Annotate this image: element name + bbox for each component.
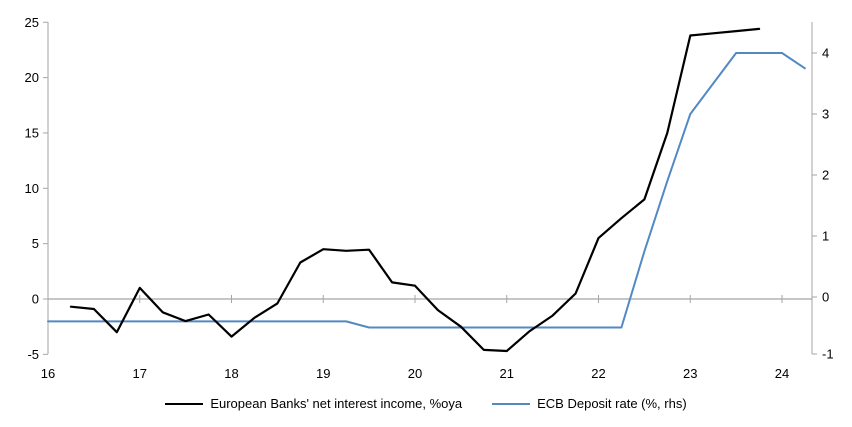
- right-axis-tick-label: 4: [822, 46, 829, 61]
- left-axis-tick-label: 5: [32, 236, 39, 251]
- chart-legend: European Banks' net interest income, %oy…: [0, 396, 852, 411]
- right-axis-tick-label: 2: [822, 168, 829, 183]
- right-axis-tick-label: 0: [822, 290, 829, 305]
- series-line-ecb-deposit-rate: [47, 52, 806, 329]
- legend-item-ecb-deposit-rate: ECB Deposit rate (%, rhs): [492, 396, 687, 411]
- left-axis-tick-label: 10: [25, 181, 39, 196]
- legend-line-swatch-blue: [492, 402, 531, 405]
- x-axis-tick-label: 24: [775, 366, 789, 381]
- left-axis-tick-label: -5: [27, 347, 39, 362]
- legend-label-ecb-deposit-rate: ECB Deposit rate (%, rhs): [537, 396, 687, 411]
- left-axis-tick-label: 15: [25, 125, 39, 140]
- left-axis-tick-label: 25: [25, 15, 39, 30]
- right-axis-tick-label: -1: [822, 347, 834, 362]
- x-axis-tick-label: 16: [41, 366, 55, 381]
- right-axis-tick-label: 1: [822, 229, 829, 244]
- legend-label-net-interest-income: European Banks' net interest income, %oy…: [210, 396, 463, 411]
- left-axis-tick-label: 0: [32, 292, 39, 307]
- x-axis-tick-label: 17: [133, 366, 147, 381]
- series-line-net-interest-income: [69, 27, 761, 353]
- x-axis-tick-label: 22: [591, 366, 605, 381]
- x-axis-tick-label: 23: [683, 366, 697, 381]
- left-axis-tick-label: 20: [25, 70, 39, 85]
- legend-line-swatch-black: [165, 402, 204, 405]
- x-axis-tick-label: 21: [500, 366, 514, 381]
- right-axis-tick-label: 3: [822, 107, 829, 122]
- legend-item-net-interest-income: European Banks' net interest income, %oy…: [165, 396, 462, 411]
- x-axis-tick-label: 20: [408, 366, 422, 381]
- x-axis-tick-label: 19: [316, 366, 330, 381]
- x-axis-tick-label: 18: [224, 366, 238, 381]
